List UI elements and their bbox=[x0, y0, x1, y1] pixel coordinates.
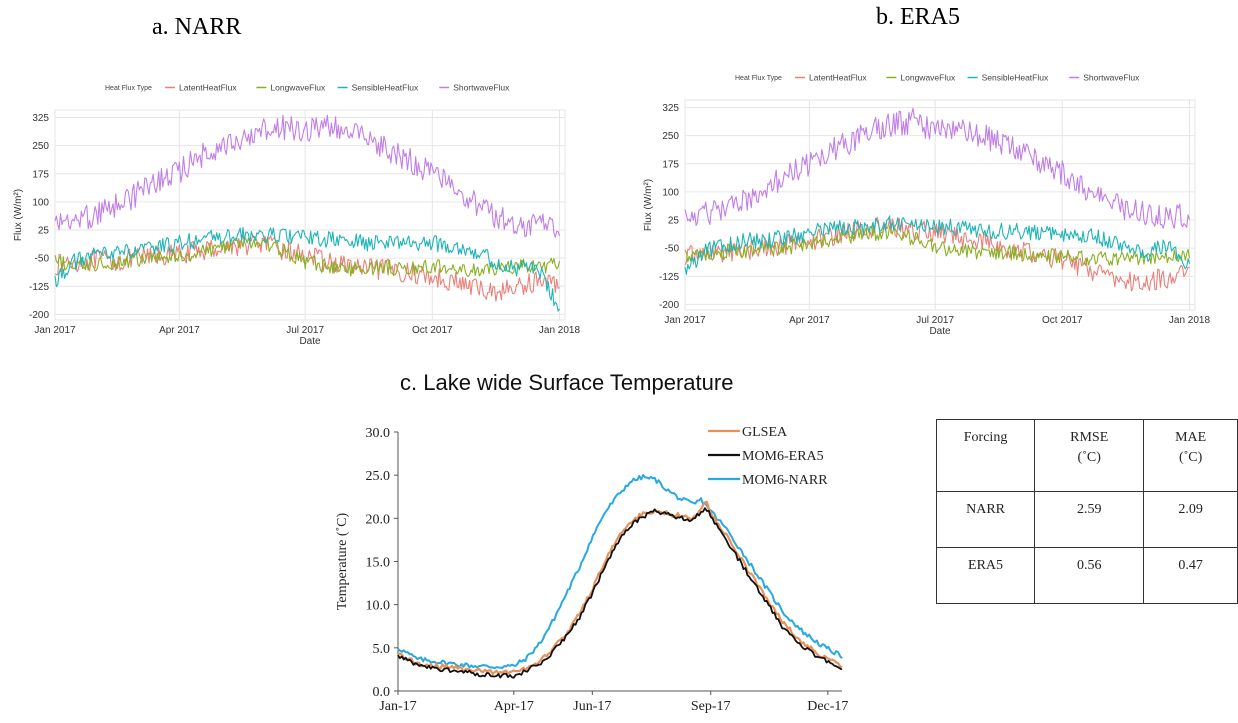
y-tick-label: 325 bbox=[662, 103, 679, 114]
header-rmse: RMSE (˚C) bbox=[1034, 419, 1145, 492]
legend-label-latentheatflux: LatentHeatFlux bbox=[179, 83, 237, 93]
y-tick-label: 325 bbox=[32, 113, 49, 124]
series-line-sensibleheatflux bbox=[684, 215, 1191, 275]
y-tick-label: -125 bbox=[659, 272, 679, 283]
y-axis-label: Temperature (˚C) bbox=[335, 512, 350, 610]
y-tick-label: 25.0 bbox=[366, 469, 391, 484]
era5-heat-flux-chart: -200 -125 -50 25 100 175 250 325 Jan 2017 Apr 201… bbox=[643, 73, 1210, 338]
cell-forcing: ERA5 bbox=[935, 547, 1036, 604]
y-tick-label: -200 bbox=[29, 310, 49, 321]
y-axis-label: Flux (W/m²) bbox=[13, 189, 24, 241]
y-tick-label: 20.0 bbox=[366, 512, 391, 527]
series-line-sensibleheatflux bbox=[54, 226, 560, 312]
y-tick-label: 100 bbox=[662, 187, 679, 198]
x-tick-label: Jan 2018 bbox=[539, 325, 580, 336]
plot-area bbox=[684, 99, 1196, 311]
legend-label-longwaveflux: LongwaveFlux bbox=[270, 83, 326, 93]
x-axis-label: Date bbox=[929, 326, 951, 337]
panel-c-title: c. Lake wide Surface Temperature bbox=[400, 370, 734, 395]
cell-rmse: 0.56 bbox=[1034, 547, 1145, 604]
cell-mae: 2.09 bbox=[1143, 491, 1238, 548]
legend-label-sensibleheatflux: SensibleHeatFlux bbox=[982, 73, 1049, 83]
y-tick-label: 175 bbox=[32, 169, 49, 180]
legend-label-sensibleheatflux: SensibleHeatFlux bbox=[352, 83, 419, 93]
cell-mae: 0.47 bbox=[1143, 547, 1238, 604]
series-line-longwaveflux bbox=[684, 225, 1191, 266]
y-tick-label: 15.0 bbox=[366, 556, 391, 571]
cell-rmse: 2.59 bbox=[1034, 491, 1145, 548]
table-row: NARR 2.59 2.09 bbox=[935, 491, 1238, 548]
y-tick-label: 100 bbox=[32, 197, 49, 208]
series-line-mom6-narr bbox=[397, 474, 843, 670]
panel-a-title: a. NARR bbox=[152, 14, 242, 40]
y-tick-label: -200 bbox=[659, 300, 679, 311]
legend-title: Heat Flux Type bbox=[105, 85, 152, 92]
x-tick-label: Oct 2017 bbox=[1042, 315, 1083, 326]
x-tick-label: Jan 2018 bbox=[1169, 315, 1210, 326]
x-tick-label: Jul 2017 bbox=[286, 325, 324, 336]
y-tick-label: 0.0 bbox=[373, 685, 391, 700]
x-tick-label: Jul 2017 bbox=[916, 315, 954, 326]
y-tick-label: -50 bbox=[665, 244, 680, 255]
series-line-shortwaveflux bbox=[54, 114, 561, 238]
y-tick-label: 25 bbox=[38, 226, 50, 237]
legend-label-shortwaveflux: ShortwaveFlux bbox=[1083, 73, 1140, 83]
legend-label-mom6-narr: MOM6-NARR bbox=[742, 473, 828, 488]
x-tick-label: Jan 2017 bbox=[34, 325, 76, 336]
y-axis-label: Flux (W/m²) bbox=[643, 179, 654, 231]
error-statistics-table: Forcing RMSE (˚C) MAE (˚C) NARR 2.59 2.09 … bbox=[935, 419, 1238, 604]
y-tick-label: 175 bbox=[662, 159, 679, 170]
narr-heat-flux-chart: -200 -125 -50 25 100 175 250 325 Jan 2017 Apr 201… bbox=[13, 83, 580, 348]
x-tick-label: Jun-17 bbox=[573, 699, 611, 714]
plot-area bbox=[54, 109, 566, 321]
series-line-mom6-era5 bbox=[397, 507, 843, 679]
x-tick-label: Apr-17 bbox=[494, 699, 534, 714]
legend-label-glsea: GLSEA bbox=[742, 425, 788, 440]
x-tick-label: Jan-17 bbox=[379, 699, 416, 714]
header-forcing: Forcing bbox=[935, 419, 1036, 492]
legend-label-longwaveflux: LongwaveFlux bbox=[900, 73, 956, 83]
y-tick-label: 25 bbox=[668, 216, 680, 227]
series-line-shortwaveflux bbox=[684, 107, 1191, 229]
series-line-longwaveflux bbox=[54, 237, 561, 278]
y-tick-label: -50 bbox=[35, 254, 50, 265]
legend-label-mom6-era5: MOM6-ERA5 bbox=[742, 449, 824, 464]
x-tick-label: Sep-17 bbox=[691, 699, 731, 714]
x-axis-label: Date bbox=[299, 336, 321, 347]
x-tick-label: Jan 2017 bbox=[664, 315, 706, 326]
table-row: ERA5 0.56 0.47 bbox=[935, 547, 1238, 604]
x-tick-label: Oct 2017 bbox=[412, 325, 453, 336]
legend-label-shortwaveflux: ShortwaveFlux bbox=[453, 83, 510, 93]
lake-temperature-chart: 0.0 5.0 10.0 15.0 20.0 25.0 30.0 Jan-17 Apr-17 Ju… bbox=[335, 425, 848, 714]
y-tick-label: 250 bbox=[32, 141, 49, 152]
x-tick-label: Apr 2017 bbox=[159, 325, 200, 336]
header-mae: MAE (˚C) bbox=[1143, 419, 1238, 492]
x-tick-label: Apr 2017 bbox=[789, 315, 830, 326]
legend-title: Heat Flux Type bbox=[735, 75, 782, 82]
y-tick-label: -125 bbox=[29, 282, 49, 293]
cell-forcing: NARR bbox=[935, 491, 1036, 548]
y-tick-label: 30.0 bbox=[366, 426, 391, 441]
y-tick-label: 5.0 bbox=[373, 642, 391, 657]
series-line-glsea bbox=[397, 500, 843, 676]
y-tick-label: 250 bbox=[662, 131, 679, 142]
y-tick-label: 10.0 bbox=[366, 599, 391, 614]
table-header-row: Forcing RMSE (˚C) MAE (˚C) bbox=[935, 419, 1238, 492]
legend-label-latentheatflux: LatentHeatFlux bbox=[809, 73, 867, 83]
x-tick-label: Dec-17 bbox=[807, 699, 848, 714]
panel-b-title: b. ERA5 bbox=[876, 4, 960, 30]
